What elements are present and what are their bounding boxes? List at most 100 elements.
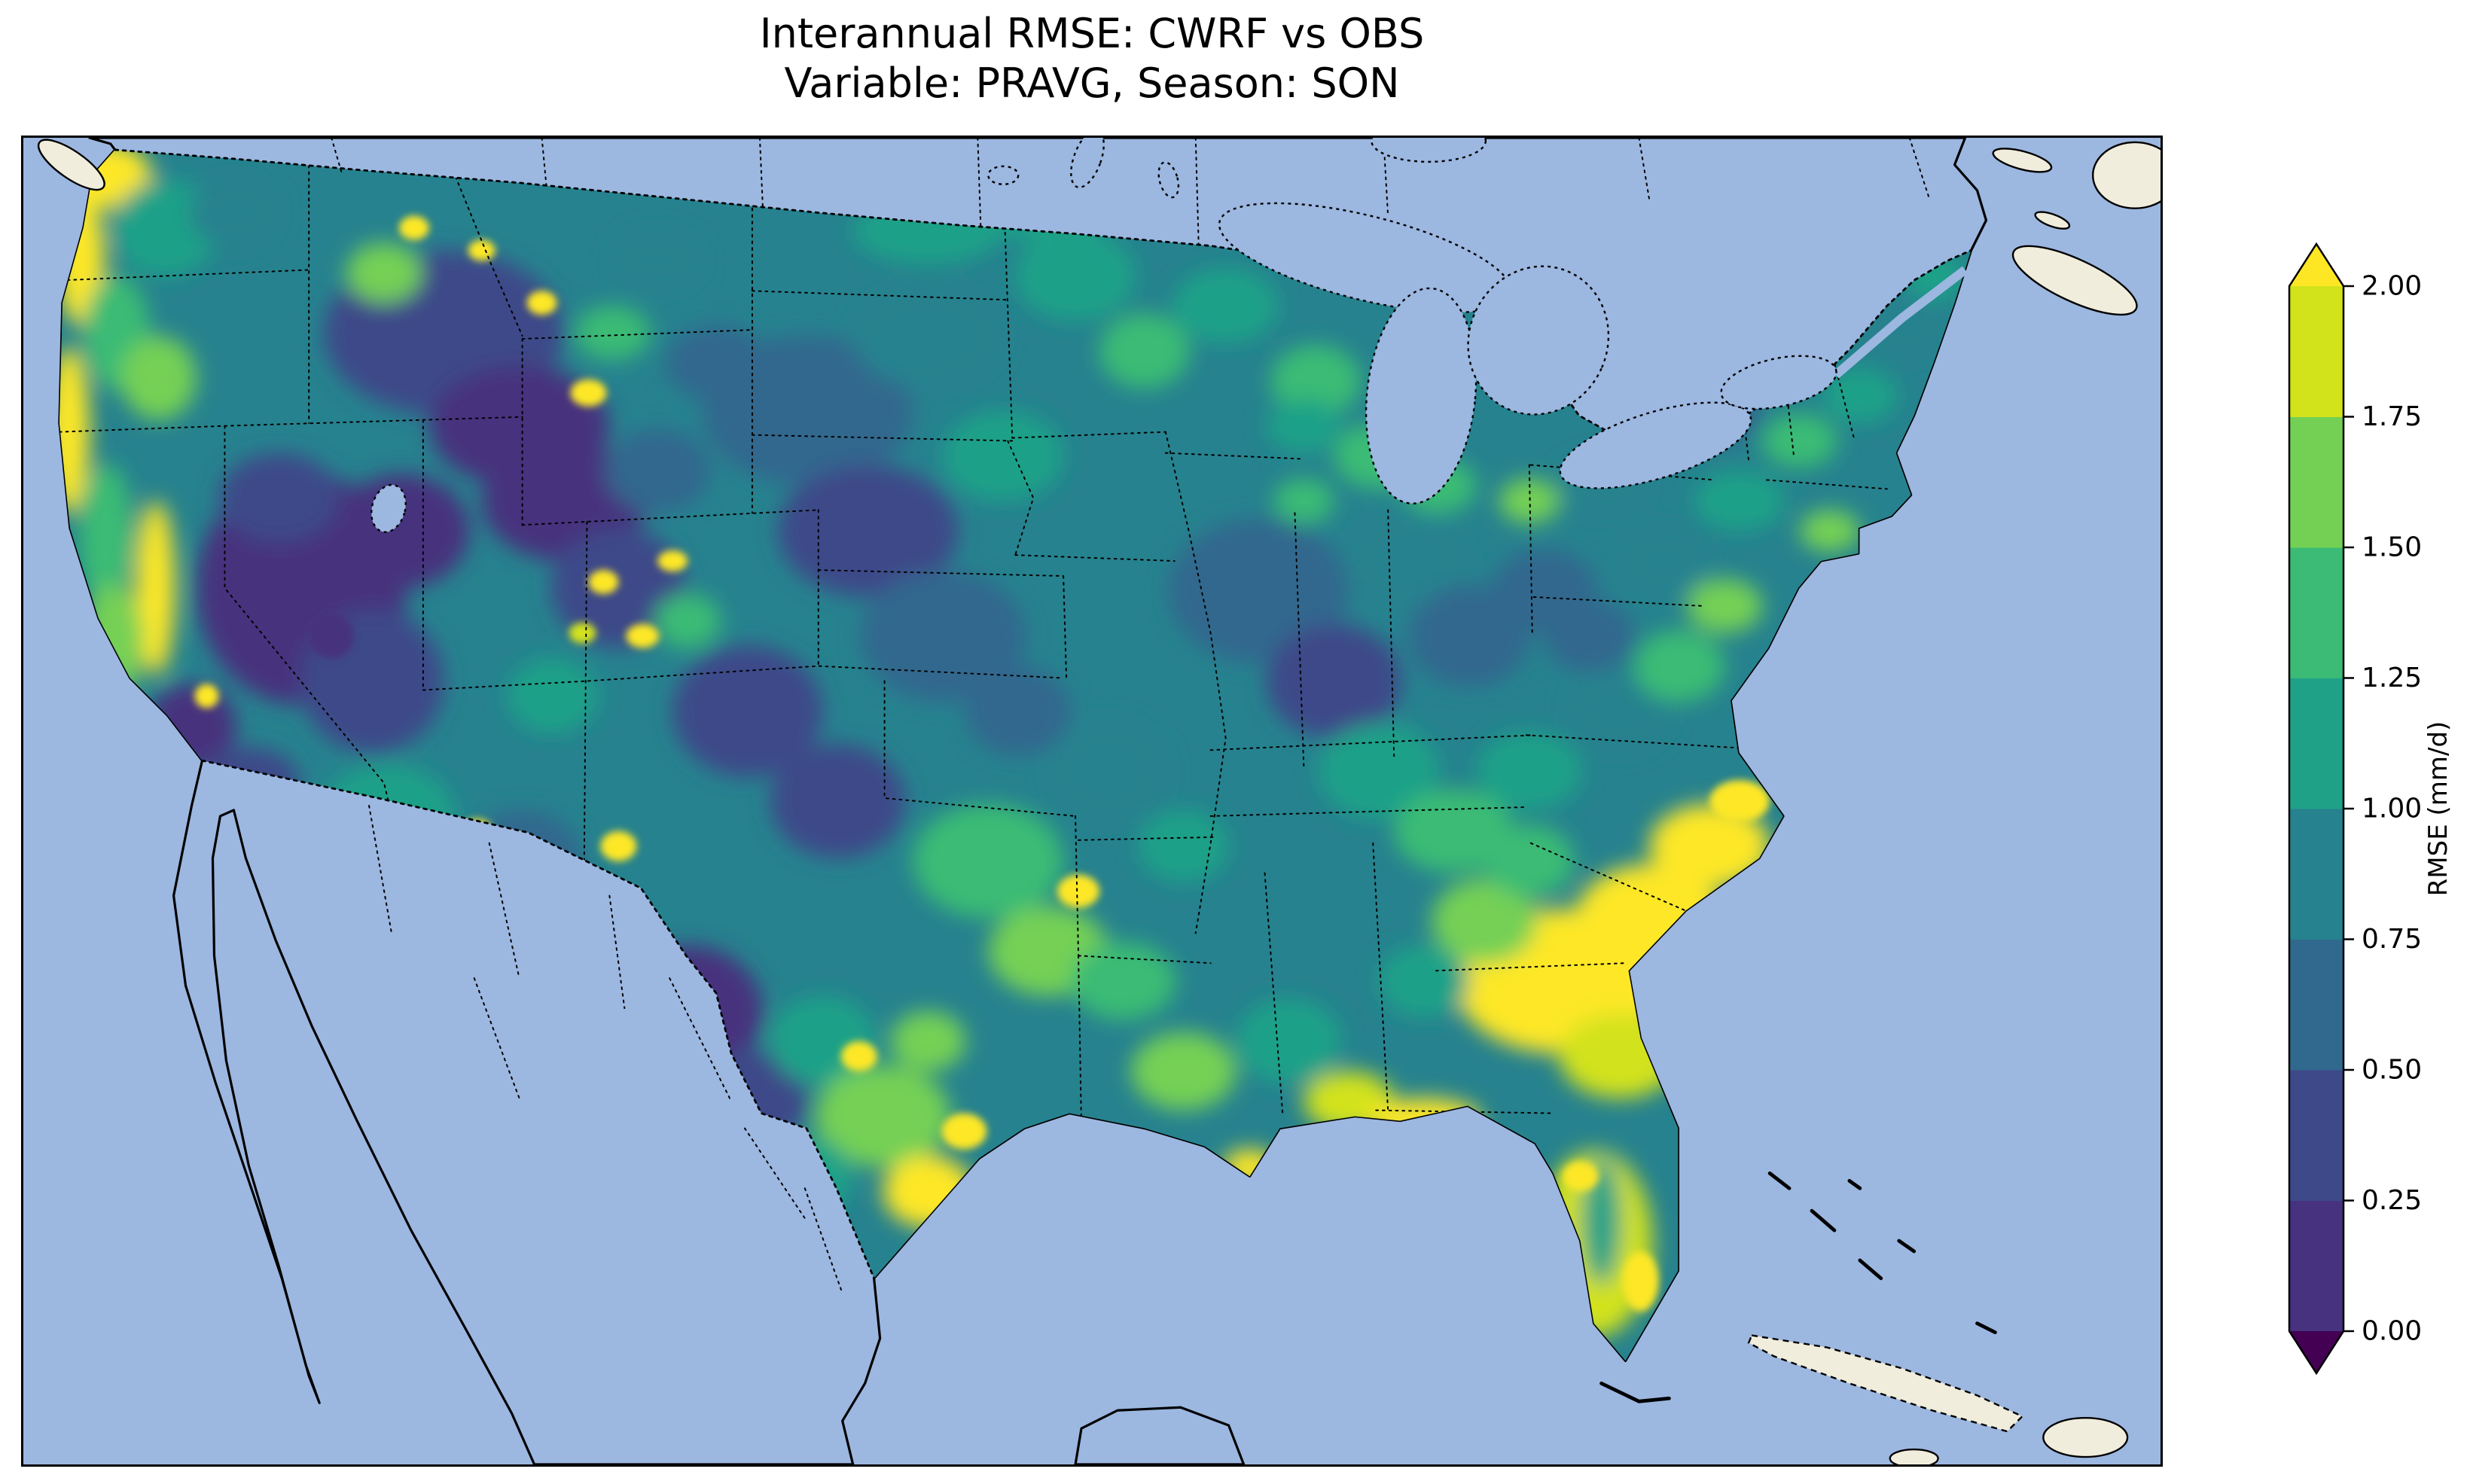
- colorbar-tick-label: 1.75: [2362, 401, 2422, 432]
- rmse-blob: [1649, 803, 1770, 888]
- canada-province-boundaries: [331, 138, 1930, 245]
- rmse-blob: [777, 465, 959, 597]
- colorbar-tick-label: 2.00: [2362, 271, 2422, 302]
- colorbar-axis-label: RMSE (mm/d): [2423, 721, 2453, 897]
- rmse-blob: [943, 410, 1064, 501]
- colorbar-band: [2289, 809, 2343, 940]
- rmse-blob: [588, 570, 619, 594]
- colorbar-band: [2289, 547, 2343, 678]
- rmse-blob: [334, 474, 470, 588]
- rmse-blob: [569, 622, 596, 644]
- rmse-blob: [1273, 478, 1334, 524]
- rmse-blob: [309, 613, 355, 659]
- colorbar-band: [2289, 939, 2343, 1071]
- rmse-blob: [550, 528, 687, 648]
- rmse-blob: [346, 242, 422, 303]
- figure-title: Interannual RMSE: CWRF vs OBS Variable: …: [21, 9, 2163, 108]
- rmse-blob: [1484, 824, 1575, 897]
- rmse-blob: [1622, 1251, 1659, 1312]
- colorbar-tick-label: 1.25: [2362, 663, 2422, 693]
- nova-scotia: [2011, 245, 2138, 316]
- rmse-blob: [703, 336, 913, 486]
- colorbar-band: [2289, 678, 2343, 809]
- rmse-blob: [654, 593, 721, 648]
- st-lawrence-river: [1832, 266, 1968, 379]
- rmse-blob: [1266, 398, 1342, 453]
- minor-lakes: [371, 138, 1487, 533]
- figure-title-line2: Variable: PRAVG, Season: SON: [784, 59, 1400, 107]
- rmse-blob: [570, 379, 607, 407]
- anticosti-island: [1992, 148, 2053, 173]
- lake-ontario: [1720, 355, 1837, 410]
- rmse-blob: [526, 291, 557, 315]
- colorbar-tick-label: 0.25: [2362, 1185, 2422, 1216]
- rmse-blob: [1173, 268, 1279, 344]
- rmse-blob: [1687, 579, 1763, 633]
- rmse-blob: [852, 283, 1004, 389]
- colorbar: 2.00 1.75 1.50 1.25 1.00 0.75 0.50 0.25 0.00 RMSE…: [2267, 241, 2467, 1415]
- rmse-blob: [188, 176, 279, 249]
- rmse-blob: [1822, 368, 1898, 423]
- colorbar-band: [2289, 286, 2343, 417]
- rmse-blob: [194, 684, 219, 708]
- rmse-blob: [840, 1041, 877, 1071]
- rmse-blob: [1071, 942, 1176, 1021]
- rmse-blob: [860, 570, 1026, 702]
- mexico-state-boundaries: [368, 804, 843, 1294]
- rmse-blob: [120, 336, 197, 420]
- rmse-blob: [1130, 1031, 1237, 1111]
- rmse-blob: [1015, 230, 1136, 321]
- yucatan-peninsula: [1074, 1406, 1246, 1464]
- rmse-blob: [468, 239, 496, 261]
- rmse-blob: [1270, 345, 1362, 417]
- rmse-blob: [965, 666, 1072, 757]
- map-axes-panel: [21, 136, 2163, 1467]
- colorbar-tick-label: 0.75: [2362, 924, 2422, 955]
- rmse-blob: [1800, 510, 1860, 553]
- lake-michigan: [1365, 287, 1477, 504]
- rmse-blob: [1379, 945, 1469, 1018]
- islands: [37, 139, 2161, 1464]
- rmse-blob: [1266, 623, 1402, 739]
- rmse-blob: [612, 230, 703, 291]
- rmse-blob: [1544, 599, 1635, 672]
- cuba: [1747, 1334, 2024, 1433]
- rmse-blob: [1138, 809, 1229, 882]
- rmse-blob: [1099, 313, 1190, 389]
- rmse-blob: [815, 1065, 951, 1168]
- hispaniola: [2042, 1417, 2129, 1458]
- rmse-blob: [1709, 780, 1770, 822]
- rmse-blob: [136, 501, 175, 675]
- rmse-blob: [941, 1113, 987, 1150]
- colorbar-extend-under: [2289, 1331, 2343, 1373]
- colorbar-extend-over: [2289, 244, 2343, 286]
- prince-edward-island: [2034, 211, 2071, 230]
- rmse-blob: [1432, 879, 1537, 964]
- rmse-blob: [1168, 519, 1349, 663]
- conus-rmse-map: [23, 138, 2161, 1464]
- rmse-blob: [626, 623, 660, 648]
- rmse-blob: [1048, 720, 1169, 822]
- lake-of-the-woods: [1157, 161, 1180, 199]
- colorbar-band: [2289, 416, 2343, 548]
- rmse-blob: [1762, 413, 1837, 468]
- us-mexico-border: [201, 759, 876, 1280]
- colorbar-tick-label: 0.50: [2362, 1055, 2422, 1086]
- figure-title-line1: Interannual RMSE: CWRF vs OBS: [759, 10, 1425, 57]
- colorbar-tick-label: 1.00: [2362, 794, 2422, 824]
- rmse-blob: [1562, 1161, 1599, 1192]
- rmse-blob: [1236, 999, 1342, 1083]
- rmse-blob: [913, 803, 1064, 919]
- rmse-blob: [657, 550, 688, 572]
- rmse-blob: [507, 658, 598, 734]
- rmse-blob: [78, 463, 133, 608]
- james-bay: [1371, 138, 1487, 163]
- colorbar-tick-label: 1.50: [2362, 532, 2422, 563]
- rmse-blob: [1566, 669, 1673, 754]
- rmse-blob: [672, 644, 823, 778]
- rmse-blob: [1619, 525, 1710, 597]
- rmse-blob: [1581, 1158, 1621, 1284]
- rmse-blob: [1694, 471, 1785, 532]
- rmse-blob: [770, 744, 906, 858]
